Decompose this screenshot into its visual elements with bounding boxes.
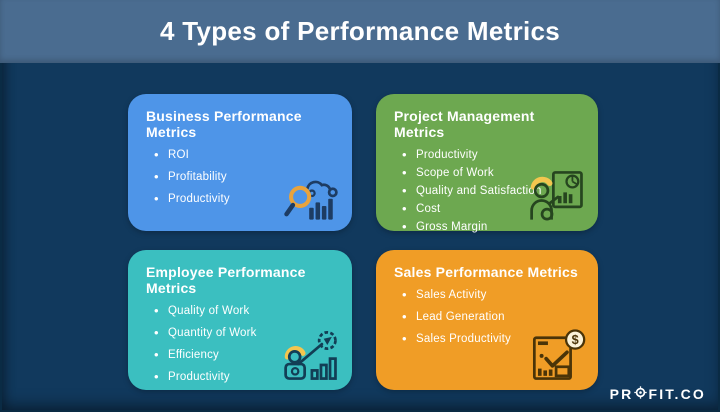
list-item: Gross Margin bbox=[394, 220, 582, 234]
list-item: Quality and Satisfaction bbox=[394, 184, 582, 198]
gear-o-icon bbox=[633, 386, 648, 402]
card-bullet-list: Productivity Scope of Work Quality and S… bbox=[394, 148, 582, 234]
employee-growth-icon bbox=[282, 326, 340, 384]
magnifier-analytics-icon bbox=[282, 167, 340, 225]
card-title: Sales Performance Metrics bbox=[394, 264, 578, 280]
page-title: 4 Types of Performance Metrics bbox=[159, 16, 561, 46]
logo-text-pre: PR bbox=[609, 386, 634, 402]
card-bullet-list: ROI Profitability Productivity bbox=[146, 148, 336, 206]
card-bullet-list: Quality of Work Quantity of Work Efficie… bbox=[146, 304, 336, 384]
card-project-management: Project Management Metrics Productivity … bbox=[376, 94, 598, 234]
list-item: Cost bbox=[394, 202, 582, 216]
card-title: Business Performance Metrics bbox=[146, 108, 302, 140]
card-business-performance: Business Performance Metrics ROI Profita… bbox=[128, 94, 352, 231]
list-item: Lead Generation bbox=[394, 310, 582, 324]
presenter-board-icon bbox=[528, 167, 586, 225]
list-item: Efficiency bbox=[146, 348, 336, 362]
card-title: Project Management Metrics bbox=[394, 108, 535, 140]
list-item: Sales Productivity bbox=[394, 332, 582, 346]
profit-co-logo: PR FIT.CO bbox=[610, 386, 706, 402]
svg-text:$: $ bbox=[572, 333, 579, 347]
list-item: Quantity of Work bbox=[146, 326, 336, 340]
list-item: Quality of Work bbox=[146, 304, 336, 318]
card-employee-performance: Employee Performance Metrics Quality of … bbox=[128, 250, 352, 390]
list-item: Profitability bbox=[146, 170, 336, 184]
list-item: Sales Activity bbox=[394, 288, 582, 302]
sales-checklist-icon: $ bbox=[528, 326, 586, 384]
logo-text-post: FIT.CO bbox=[648, 386, 706, 402]
list-item: ROI bbox=[146, 148, 336, 162]
card-sales-performance: Sales Performance Metrics Sales Activity… bbox=[376, 250, 598, 390]
list-item: Productivity bbox=[394, 148, 582, 162]
list-item: Productivity bbox=[146, 192, 336, 206]
header-band: 4 Types of Performance Metrics bbox=[0, 0, 720, 63]
card-bullet-list: Sales Activity Lead Generation Sales Pro… bbox=[394, 288, 582, 346]
list-item: Productivity bbox=[146, 370, 336, 384]
cards-grid: Business Performance Metrics ROI Profita… bbox=[128, 94, 598, 390]
list-item: Scope of Work bbox=[394, 166, 582, 180]
card-title: Employee Performance Metrics bbox=[146, 264, 306, 296]
